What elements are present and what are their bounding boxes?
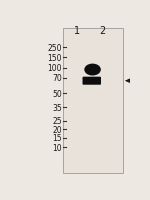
FancyBboxPatch shape: [82, 77, 101, 85]
Text: 150: 150: [47, 54, 62, 63]
Text: 100: 100: [47, 64, 62, 73]
Text: 50: 50: [52, 89, 62, 98]
Text: 1: 1: [74, 26, 80, 36]
Text: 25: 25: [52, 117, 62, 126]
Text: 15: 15: [52, 134, 62, 143]
Ellipse shape: [85, 65, 100, 75]
Text: 10: 10: [52, 143, 62, 152]
Text: 20: 20: [52, 125, 62, 134]
Text: 250: 250: [47, 43, 62, 52]
Text: 2: 2: [99, 26, 106, 36]
Text: 35: 35: [52, 103, 62, 112]
Text: 70: 70: [52, 74, 62, 83]
Bar: [63, 29, 123, 173]
